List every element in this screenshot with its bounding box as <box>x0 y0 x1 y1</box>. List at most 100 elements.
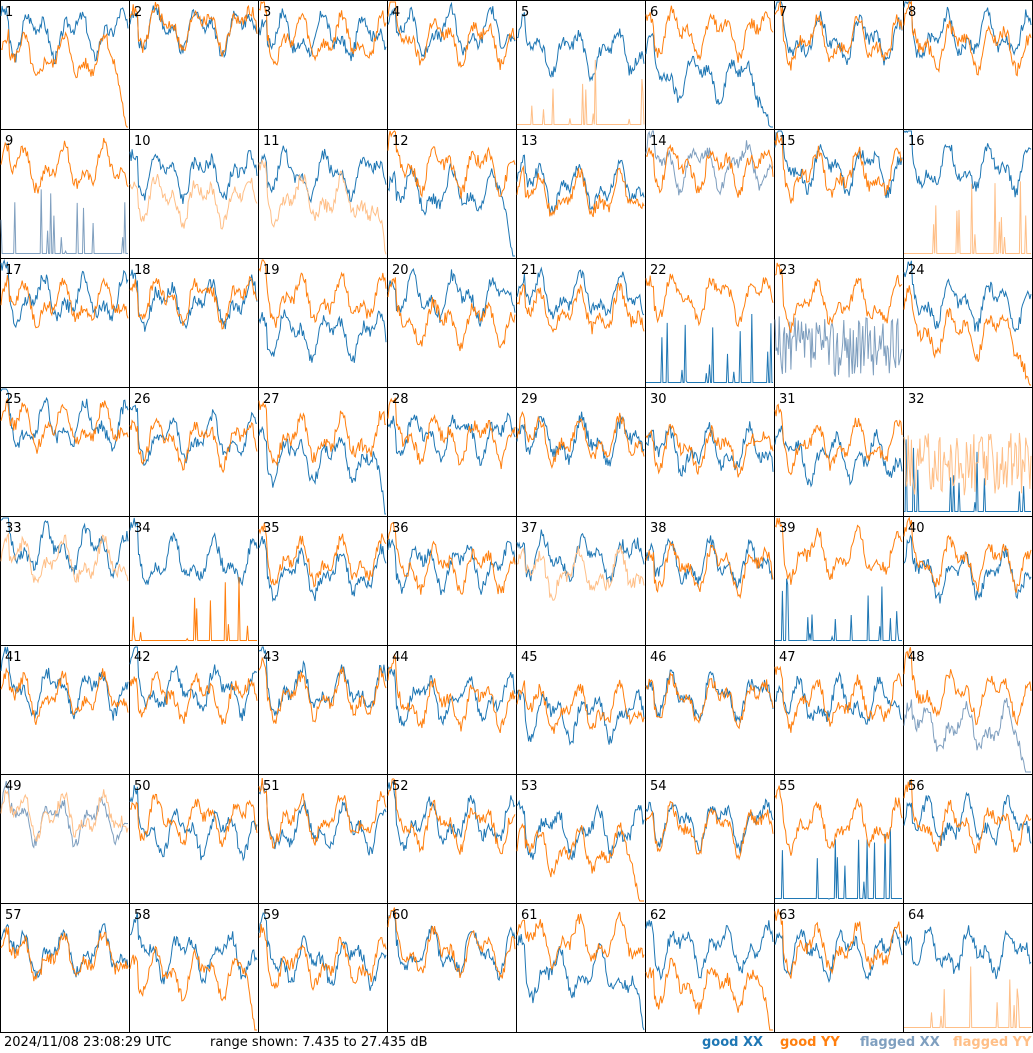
panel-label: 8 <box>908 5 916 20</box>
series-yy-line <box>0 667 129 725</box>
panel-label: 11 <box>263 134 280 149</box>
series-yy-line <box>516 164 645 218</box>
series-xx-line <box>258 145 387 204</box>
series-xx-line <box>0 5 129 65</box>
panel-label: 35 <box>263 521 280 536</box>
series-yy-line <box>258 523 387 588</box>
panel-label: 64 <box>908 908 925 923</box>
series-yy-line <box>258 158 387 255</box>
series-yy-line <box>0 927 129 982</box>
panel-label: 32 <box>908 392 925 407</box>
panel-label: 49 <box>5 779 22 794</box>
panel-label: 55 <box>779 779 796 794</box>
series-xx-line <box>775 828 902 900</box>
series-yy-line <box>129 417 258 474</box>
panel-label: 3 <box>263 5 271 20</box>
series-yy-line <box>387 653 516 734</box>
series-xx-line <box>516 934 645 1031</box>
series-yy-line <box>0 137 129 194</box>
series-xx-line <box>258 425 386 515</box>
panel-label: 20 <box>392 263 409 278</box>
panel-label: 36 <box>392 521 409 536</box>
series-yy-line <box>129 671 258 725</box>
series-xx-line <box>0 388 129 452</box>
panel-label: 58 <box>134 908 151 923</box>
legend-flagged-yy: flagged YY <box>953 1035 1032 1050</box>
series-xx-line <box>258 8 387 62</box>
series-yy-line <box>903 0 1032 77</box>
series-xx-line <box>903 130 1032 198</box>
panel-label: 13 <box>521 134 538 149</box>
series-yy-line <box>0 275 129 329</box>
series-yy-line <box>645 957 773 1031</box>
panel-label: 52 <box>392 779 409 794</box>
series-yy-line <box>258 0 387 66</box>
series-yy-line <box>258 656 387 724</box>
panel-label: 48 <box>908 650 925 665</box>
panel-frame <box>387 129 517 259</box>
series-yy-line <box>774 785 903 856</box>
panel-label: 7 <box>779 5 787 20</box>
panel-label: 53 <box>521 779 538 794</box>
series-yy-line <box>516 822 644 902</box>
panel-frame <box>774 0 904 130</box>
series-yy-line <box>387 521 516 595</box>
series-xx-line <box>129 912 258 985</box>
series-xx-line <box>129 646 258 722</box>
legend-good-xx: good XX <box>702 1035 764 1050</box>
series-xx-line <box>774 671 903 725</box>
panel-label: 24 <box>908 263 925 278</box>
series-xx-line <box>516 529 645 583</box>
series-xx-line <box>774 316 903 378</box>
panel-label: 19 <box>263 263 280 278</box>
series-yy-line <box>258 923 387 992</box>
panel-label: 62 <box>650 908 667 923</box>
series-yy-line <box>774 132 903 204</box>
series-xx-line <box>516 12 645 83</box>
panel-frame <box>516 387 646 517</box>
series-xx-line <box>903 697 1031 773</box>
panel-label: 57 <box>5 908 22 923</box>
panel-frame <box>774 129 904 259</box>
series-yy-line <box>645 5 774 63</box>
panel-frame <box>387 903 517 1033</box>
series-yy-line <box>516 282 645 335</box>
panel-label: 61 <box>521 908 538 923</box>
panel-label: 15 <box>779 134 796 149</box>
panel-label: 26 <box>134 392 151 407</box>
panel-label: 4 <box>392 5 400 20</box>
panel-label: 60 <box>392 908 409 923</box>
series-xx-line <box>0 517 129 580</box>
series-xx-line <box>646 313 773 383</box>
series-xx-line <box>774 425 903 488</box>
series-yy-line <box>903 779 1032 854</box>
series-yy-line <box>516 911 645 971</box>
panel-label: 43 <box>263 650 280 665</box>
panel-label: 21 <box>521 263 538 278</box>
panel-frame <box>0 129 130 259</box>
panel-label: 17 <box>5 263 22 278</box>
panel-label: 25 <box>5 392 22 407</box>
panel-label: 30 <box>650 392 667 407</box>
panel-label: 38 <box>650 521 667 536</box>
panel-label: 44 <box>392 650 409 665</box>
footer: 2024/11/08 23:08:29 UTC range shown: 7.4… <box>0 1033 1033 1053</box>
series-yy-line <box>774 262 903 333</box>
panel-label: 9 <box>5 134 13 149</box>
panel-label: 40 <box>908 521 925 536</box>
series-yy-line <box>903 516 1032 593</box>
series-xx-line <box>904 439 1031 512</box>
series-yy-line <box>645 273 774 328</box>
panel-label: 34 <box>134 521 151 536</box>
series-xx-line <box>645 535 774 590</box>
series-xx-line <box>387 1 516 58</box>
series-yy-line <box>516 545 645 601</box>
panel-frame <box>0 258 130 388</box>
series-yy-line <box>130 576 257 641</box>
series-yy-line <box>387 1 516 70</box>
panel-label: 41 <box>5 650 22 665</box>
series-xx-line <box>516 799 645 861</box>
panel-label: 6 <box>650 5 658 20</box>
legend-good-yy: good YY <box>780 1035 840 1050</box>
